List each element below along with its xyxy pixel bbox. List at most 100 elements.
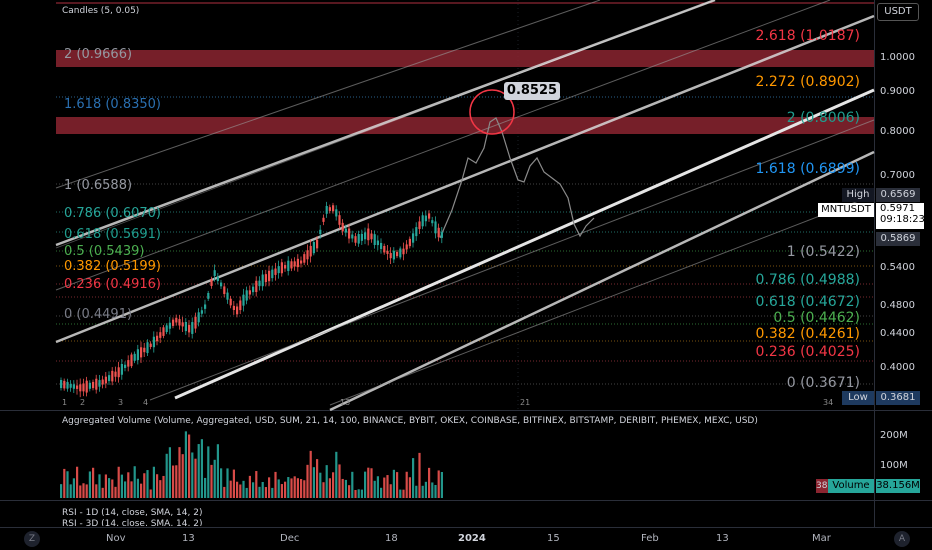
candle (213, 270, 216, 276)
projection-path (439, 117, 595, 239)
fib-right-label-2618: 2.618 (1.0187) (755, 28, 860, 44)
low-label: Low (842, 391, 874, 405)
candle (229, 298, 232, 306)
candle (332, 205, 335, 212)
candle (79, 384, 82, 392)
volume-bar (386, 475, 389, 498)
candle (367, 228, 370, 241)
candle (280, 262, 283, 274)
time-tick-2024: 2024 (458, 533, 486, 544)
price-tick: 0.7000 (880, 170, 915, 181)
volume-bar (140, 483, 143, 498)
volume-bar (120, 474, 123, 498)
candle (348, 228, 351, 239)
candle (175, 317, 178, 323)
volume-bar (348, 485, 351, 498)
candle (108, 375, 111, 382)
peak-price-callout[interactable]: 0.8525 (504, 82, 560, 100)
volume-bar (76, 466, 79, 498)
volume-bar (111, 479, 114, 498)
candle (271, 269, 274, 279)
volume-bar (156, 474, 159, 498)
volume-bar (405, 471, 408, 498)
fib-left-label-1: 1 (0.6588) (64, 178, 133, 193)
volume-bar (274, 471, 277, 498)
volume-bar (341, 478, 344, 498)
candle (223, 286, 226, 295)
candle (264, 274, 267, 283)
candle (386, 250, 389, 254)
volume-bar (127, 472, 130, 498)
candle (396, 251, 399, 257)
candle (168, 322, 171, 329)
candle (92, 381, 95, 389)
volume-bar (402, 489, 405, 498)
price-candles (60, 201, 443, 398)
volume-bar (437, 470, 440, 498)
candle (415, 227, 418, 237)
currency-button[interactable]: USDT (877, 3, 919, 21)
volume-bar (66, 471, 69, 498)
fib-right-label-2272: 2.272 (0.8902) (755, 74, 860, 90)
candle (204, 304, 207, 309)
candle (188, 324, 191, 333)
volume-bar (360, 489, 363, 498)
volume-bar (284, 481, 287, 498)
candles-legend[interactable]: Candles (5, 0.05) (62, 6, 140, 16)
fib-right-label-0382: 0.382 (0.4261) (755, 326, 860, 342)
volume-bar (124, 481, 127, 498)
volume-bars (60, 431, 443, 498)
volume-bar (296, 478, 299, 498)
parallel-channel (55, 0, 875, 412)
volume-tick-100m: 100M (880, 460, 908, 471)
volume-badge-label: Volume (828, 479, 874, 493)
rsi-3d-legend[interactable]: RSI - 3D (14, close, SMA, 14, 2) (62, 519, 203, 526)
price-tick: 1.0000 (880, 52, 915, 63)
candle (328, 207, 331, 211)
fib-left-label-1618: 1.618 (0.8350) (64, 97, 161, 112)
auto-scale-z-button[interactable]: Z (24, 531, 40, 547)
fib-right-label-1618: 1.618 (0.6899) (755, 161, 860, 177)
volume-bar (178, 447, 181, 498)
candle (130, 354, 133, 367)
fib-right-label-0618: 0.618 (0.4672) (755, 294, 860, 310)
volume-bar (104, 474, 107, 498)
volume-bar (184, 431, 187, 498)
volume-bar (312, 467, 315, 498)
candle (239, 300, 242, 311)
volume-bar (136, 478, 139, 498)
fib-left-label-0618: 0.618 (0.5691) (64, 227, 161, 242)
volume-bar (306, 464, 309, 498)
candle (232, 305, 235, 311)
volume-bar (367, 467, 370, 498)
volume-bar (309, 450, 312, 498)
volume-bar (280, 484, 283, 498)
volume-tick-200m: 200M (880, 430, 908, 441)
volume-bar (392, 469, 395, 498)
time-tick-feb: Feb (641, 533, 659, 544)
volume-bar (396, 472, 399, 498)
candle (252, 286, 255, 293)
candle (338, 215, 341, 225)
volume-bar (245, 487, 248, 498)
candle (172, 319, 175, 326)
rsi-1d-legend[interactable]: RSI - 1D (14, close, SMA, 14, 2) (62, 508, 203, 518)
volume-bar (130, 481, 133, 498)
candle (69, 384, 72, 388)
volume-bar (383, 477, 386, 498)
peak-highlight-circle (469, 89, 515, 135)
candle (319, 229, 322, 235)
candle (274, 268, 277, 275)
candle (88, 382, 91, 389)
candle (200, 310, 203, 314)
volume-bar (421, 485, 424, 498)
volume-bar (172, 465, 175, 498)
auto-scale-a-button[interactable]: A (894, 531, 910, 547)
volume-legend[interactable]: Aggregated Volume (Volume, Aggregated, U… (62, 416, 758, 426)
candle (373, 234, 376, 246)
bar-countdown: 09:18:23 (880, 214, 925, 225)
volume-bar (60, 484, 63, 498)
fib-right-label-05: 0.5 (0.4462) (773, 310, 860, 326)
volume-bar (175, 465, 178, 498)
low-value: 0.3681 (876, 391, 920, 405)
